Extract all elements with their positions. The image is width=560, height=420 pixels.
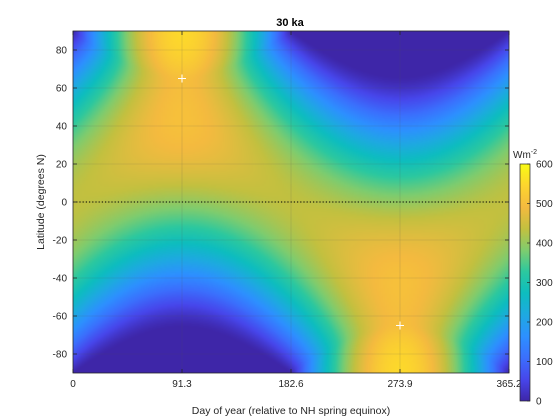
colorbar-tick-label: 200 [536,318,553,329]
x-tick-label: 0 [70,379,76,390]
y-tick-label: -80 [53,350,68,361]
y-tick-label: -20 [53,236,68,247]
colorbar-unit-label: Wm-2 [513,149,537,161]
x-tick-label: 91.3 [172,379,192,390]
y-tick-label: 60 [56,84,68,95]
x-tick-label: 273.9 [387,379,412,390]
colorbar-ticks: 600 500 400 300 200 100 0 [527,160,553,408]
chart-title: 30 ka [276,17,304,29]
x-axis-label: Day of year (relative to NH spring equin… [192,405,390,417]
y-tick-label: -40 [53,274,68,285]
y-axis-ticks: 80 60 40 20 0 -20 -40 -60 -80 [53,46,509,361]
plus-marker [178,74,186,83]
colorbar-tick-label: 500 [536,199,553,210]
y-tick-label: 80 [56,46,68,57]
y-axis-label: Latitude (degrees N) [35,154,47,250]
colorbar-tick-label: 100 [536,357,553,368]
colorbar: 600 500 400 300 200 100 0 Wm-2 [513,149,553,408]
colorbar-tick-label: 600 [536,160,553,171]
x-tick-label: 365.2 [496,379,521,390]
y-tick-label: 40 [56,122,68,133]
y-tick-label: 20 [56,160,68,171]
y-tick-label: -60 [53,312,68,323]
x-axis-ticks: 0 91.3 182.6 273.9 365.2 [70,31,522,390]
colorbar-tick-label: 400 [536,239,553,250]
colorbar-tick-label: 0 [536,397,542,408]
x-tick-label: 182.6 [278,379,303,390]
colorbar-tick-label: 300 [536,278,553,289]
y-tick-label: 0 [61,198,67,209]
plus-marker [396,321,404,330]
solstice-markers [178,74,404,330]
